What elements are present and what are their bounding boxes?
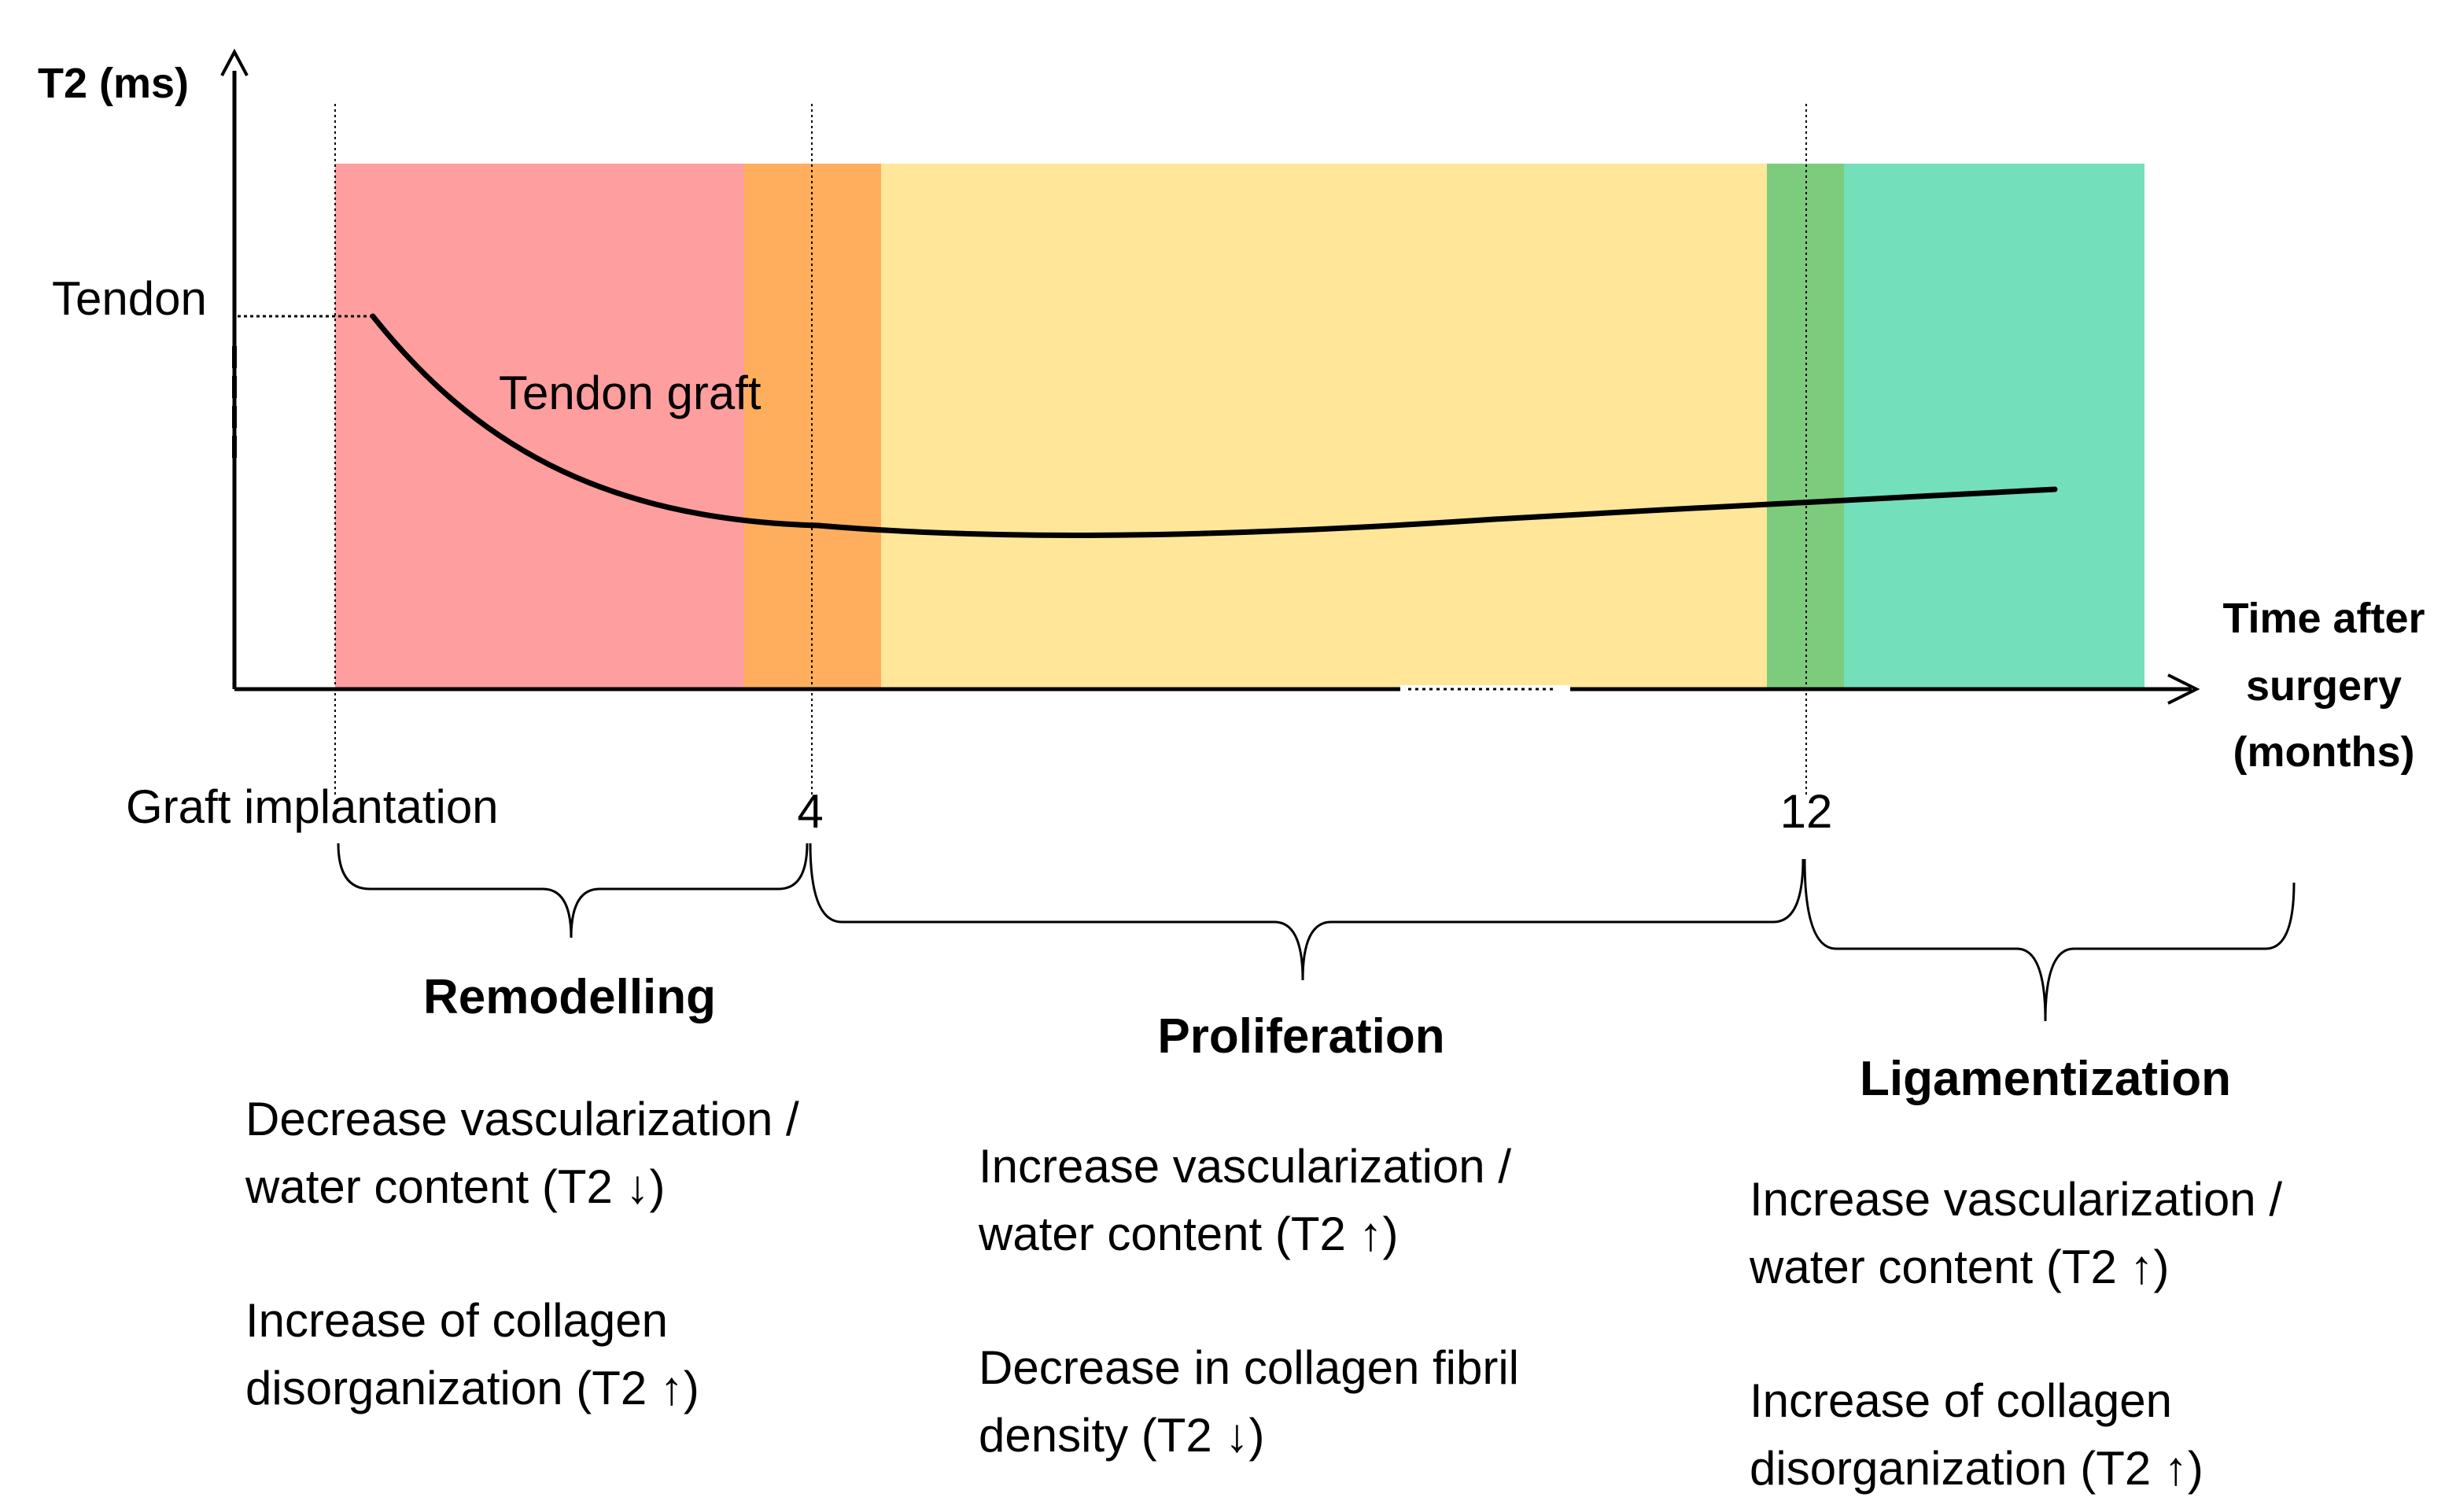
ligamentization-line-1: Increase vascularization / [1750,1173,2282,1226]
ligamentization-brace [1803,858,2296,1022]
remodelling-brace [337,843,809,939]
curve-label: Tendon graft [499,367,762,419]
remodelling-line-3: Increase of collagen [245,1294,669,1347]
x-axis-title-line-1: Time after [2222,595,2425,642]
ligamentization-line-4: disorganization (T2 ↑) [1750,1442,2203,1495]
graft-t2-curve [370,313,2058,538]
remodelling-line-4: disorganization (T2 ↑) [245,1362,699,1414]
x-axis-title-line-2: surgery [2246,662,2402,710]
proliferation-band [881,164,1767,689]
remodelling-effect-2: Increase of collagen disorganization (T2… [245,1287,875,1422]
ligamentization-description: Increase vascularization / water content… [1750,1166,2379,1503]
month-12-label: 12 [1780,785,1833,838]
ligamentization-band [1844,164,2144,689]
proliferation-effect-1: Increase vascularization / water content… [979,1133,1608,1268]
ligamentization-effect-1: Increase vascularization / water content… [1750,1166,2379,1301]
proliferation-line-4: density (T2 ↓) [979,1409,1265,1462]
proliferation-description: Increase vascularization / water content… [979,1133,1608,1470]
ligamentization-title: Ligamentization [1860,1052,2231,1106]
y-axis-arrowhead [220,48,249,76]
proliferation-title: Proliferation [1157,1009,1445,1064]
remodelling-title: Remodelling [422,970,717,1024]
remodelling-line-2: water content (T2 ↓) [245,1160,666,1213]
x-axis-arrowhead [2167,673,2200,705]
remodelling-effect-1: Decrease vascularization / water content… [245,1086,875,1221]
remodelling-band [335,164,744,689]
proliferation-line-2: water content (T2 ↑) [979,1208,1399,1260]
remodelling-description: Decrease vascularization / water content… [245,1086,875,1422]
remodelling-line-1: Decrease vascularization / [245,1093,799,1145]
y-axis-title: T2 (ms) [38,60,189,107]
y-tick-tendon: Tendon [52,272,207,325]
proliferation-line-3: Decrease in collagen fibril [979,1341,1520,1394]
ligamentization-effect-2: Increase of collagen disorganization (T2… [1750,1367,2379,1503]
x-axis-title-line-3: (months) [2233,728,2415,776]
proliferation-effect-2: Decrease in collagen fibril density (T2 … [979,1334,1608,1470]
ligamentization-line-2: water content (T2 ↑) [1750,1241,2170,1293]
proliferation-line-1: Increase vascularization / [979,1140,1511,1193]
month-4-label: 4 [797,785,823,838]
graft-implantation-label: Graft implantation [126,780,499,833]
ligamentization-line-3: Increase of collagen [1750,1374,2173,1427]
proliferation-brace [809,843,1805,981]
